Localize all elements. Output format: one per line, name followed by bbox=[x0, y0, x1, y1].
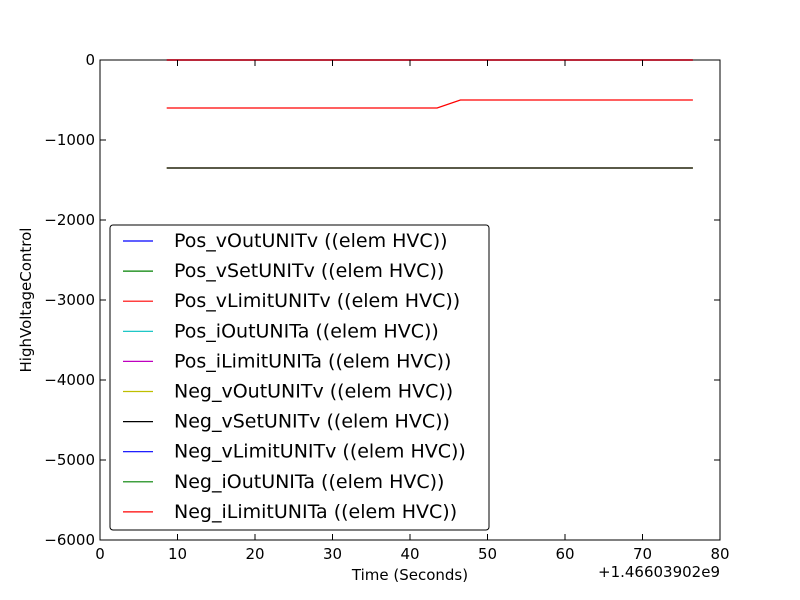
y-tick-label: −5000 bbox=[44, 451, 95, 469]
x-tick-label: 60 bbox=[555, 545, 574, 563]
legend: Pos_vOutUNITv ((elem HVC)) Pos_vSetUNITv … bbox=[109, 224, 490, 531]
legend-label: Pos_vLimitUNITv ((elem HVC)) bbox=[174, 290, 460, 312]
x-tick-label: 10 bbox=[168, 545, 187, 563]
x-tick-label: 80 bbox=[710, 545, 729, 563]
x-tick-label: 30 bbox=[323, 545, 342, 563]
x-tick-label: 70 bbox=[633, 545, 652, 563]
legend-label: Neg_vSetUNITv ((elem HVC)) bbox=[174, 411, 450, 433]
x-tick-label: 0 bbox=[95, 545, 105, 563]
legend-label: Pos_vSetUNITv ((elem HVC)) bbox=[174, 260, 444, 282]
y-tick-label: 0 bbox=[85, 51, 95, 69]
legend-label: Neg_vOutUNITv ((elem HVC)) bbox=[174, 381, 453, 403]
legend-label: Neg_iLimitUNITa ((elem HVC)) bbox=[174, 501, 457, 523]
y-tick-label: −2000 bbox=[44, 211, 95, 229]
series-line bbox=[166, 99, 693, 109]
legend-label: Pos_iLimitUNITa ((elem HVC)) bbox=[174, 350, 451, 372]
x-axis-label: Time (Seconds) bbox=[351, 566, 468, 584]
y-axis-label: HighVoltageControl bbox=[17, 228, 35, 373]
tick-layer: 0 10 20 30 40 50 60 70 80 0 −1000 −2000 −3000 −4000 −5… bbox=[44, 51, 729, 563]
y-tick-label: −6000 bbox=[44, 531, 95, 549]
legend-entries: Pos_vOutUNITv ((elem HVC)) Pos_vSetUNITv … bbox=[123, 230, 466, 523]
x-tick-label: 20 bbox=[245, 545, 264, 563]
series-layer bbox=[166, 59, 693, 169]
y-tick-label: −3000 bbox=[44, 291, 95, 309]
y-tick-label: −4000 bbox=[44, 371, 95, 389]
x-tick-label: 50 bbox=[478, 545, 497, 563]
legend-label: Pos_vOutUNITv ((elem HVC)) bbox=[174, 230, 448, 252]
x-tick-label: 40 bbox=[400, 545, 419, 563]
legend-box bbox=[109, 224, 490, 531]
y-tick-label: −1000 bbox=[44, 131, 95, 149]
legend-label: Neg_vLimitUNITv ((elem HVC)) bbox=[174, 441, 466, 463]
legend-label: Pos_iOutUNITa ((elem HVC)) bbox=[174, 320, 439, 342]
legend-label: Neg_iOutUNITa ((elem HVC)) bbox=[174, 471, 444, 493]
x-offset-label: +1.46603902e9 bbox=[598, 563, 720, 581]
